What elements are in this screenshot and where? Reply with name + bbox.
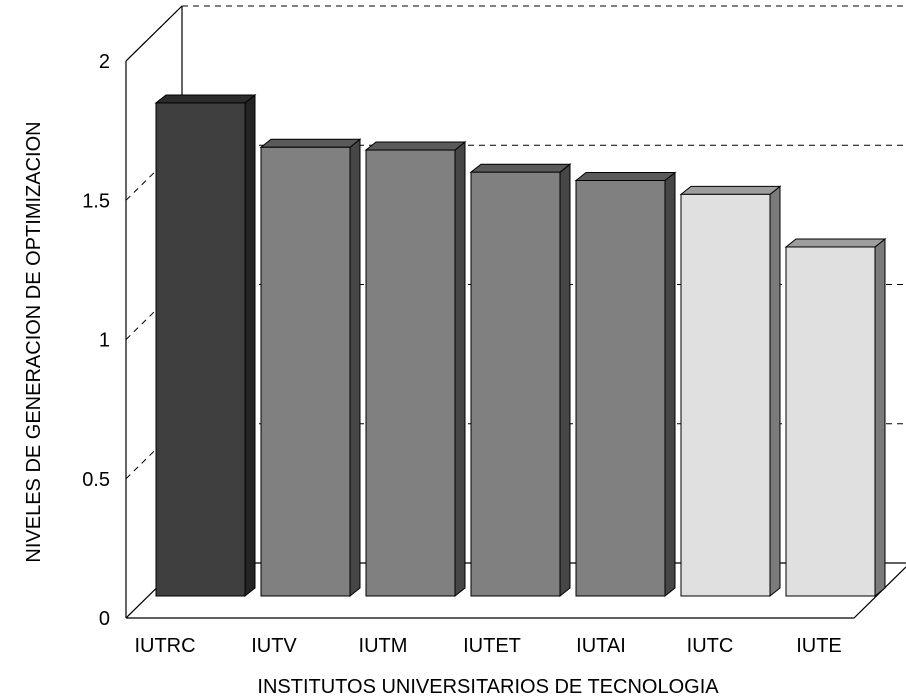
bar-top <box>471 164 570 172</box>
x-tick-label: IUTM <box>359 635 408 657</box>
y-tick-label: 0.5 <box>82 469 110 491</box>
bar-top <box>681 186 780 194</box>
x-tick-label: IUTAI <box>576 635 626 657</box>
bar-front <box>681 194 770 596</box>
x-tick-label: IUTET <box>463 635 521 657</box>
x-tick-label: IUTE <box>796 635 842 657</box>
bar-iutet <box>471 164 570 596</box>
x-axis-label: INSTITUTOS UNIVERSITARIOS DE TECNOLOGIA <box>257 676 719 698</box>
bar-front <box>156 103 245 596</box>
bar-front <box>786 247 875 596</box>
left-wall-top <box>126 6 182 61</box>
bar-side <box>560 164 570 596</box>
bar-top <box>261 139 360 147</box>
bar-front <box>471 172 560 596</box>
bar-top <box>156 95 255 103</box>
bar-front <box>261 147 350 596</box>
bar-side <box>455 142 465 596</box>
bar-side <box>350 139 360 596</box>
bar-iutc <box>681 186 780 596</box>
bar-side <box>875 239 885 596</box>
bar-side <box>245 95 255 596</box>
y-axis-label: NIVELES DE GENERACION DE OPTIMIZACION <box>23 121 45 562</box>
y-tick-label: 1 <box>99 330 110 352</box>
x-axis-ticks: IUTRC IUTV IUTM IUTET IUTAI IUTC IUTE <box>134 635 841 657</box>
bar-iutai <box>576 173 675 597</box>
y-axis-ticks: 0 0.5 1 1.5 2 <box>82 51 110 630</box>
bar-side <box>665 173 675 597</box>
bar-top <box>366 142 465 150</box>
bar-top <box>576 173 675 181</box>
bars <box>156 95 885 596</box>
x-tick-label: IUTRC <box>134 635 195 657</box>
bar-iutv <box>261 139 360 596</box>
y-tick-label: 1.5 <box>82 190 110 212</box>
x-tick-label: IUTV <box>251 635 297 657</box>
bar-iutrc <box>156 95 255 596</box>
bar-side <box>770 186 780 596</box>
bar-front <box>576 181 665 597</box>
y-tick-label: 2 <box>99 51 110 73</box>
bar-iutm <box>366 142 465 596</box>
bar-iute <box>786 239 885 596</box>
bar-top <box>786 239 885 247</box>
x-tick-label: IUTC <box>687 635 734 657</box>
bar-front <box>366 150 455 596</box>
y-tick-label: 0 <box>99 608 110 630</box>
